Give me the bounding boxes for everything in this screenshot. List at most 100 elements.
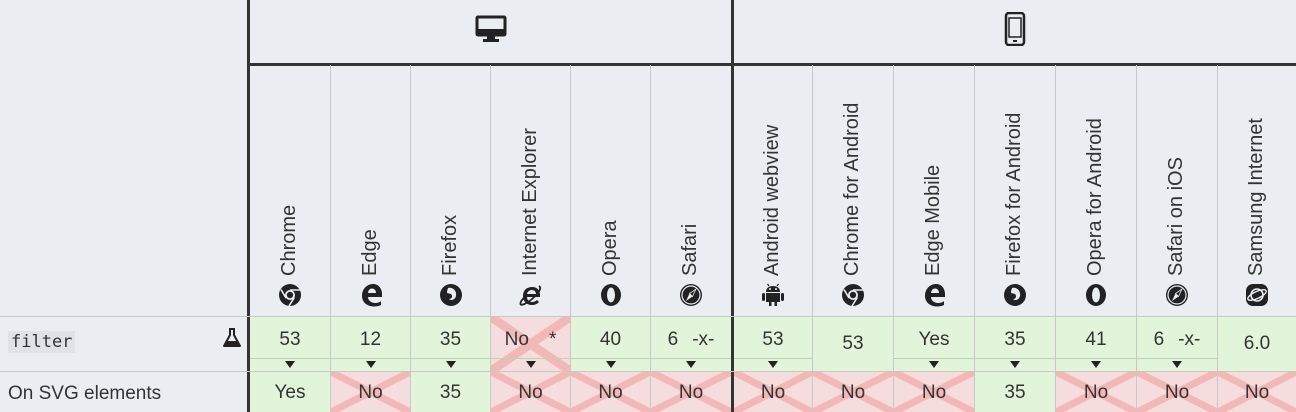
unsupported-cross-icon (651, 372, 731, 412)
support-cell: No (491, 372, 570, 412)
support-cell: No (1056, 372, 1136, 412)
browser-name-internet-explorer: Internet Explorer (518, 128, 541, 276)
unsupported-cross-icon (571, 372, 650, 412)
support-value: 12 (359, 329, 382, 350)
support-value: No (518, 382, 543, 403)
expand-notes-arrow-icon[interactable] (1091, 361, 1101, 368)
chrome-icon (279, 284, 301, 307)
unsupported-cross-icon (894, 372, 974, 412)
support-value: 40 (599, 329, 622, 350)
support-cell[interactable]: 35 (411, 317, 490, 371)
expand-notes-arrow-icon[interactable] (686, 361, 696, 368)
expand-notes-arrow-icon[interactable] (285, 361, 295, 368)
browser-name-edge-mobile: Edge Mobile (922, 164, 944, 276)
support-value: 53 (762, 329, 784, 350)
support-value: 6 (1153, 329, 1165, 350)
android-icon (762, 283, 784, 306)
support-cell[interactable]: 35 (975, 317, 1055, 371)
platform-header-desktop (251, 0, 731, 63)
browser-name-chrome: Chrome (278, 204, 300, 276)
support-value: Yes (274, 382, 306, 403)
support-cell[interactable]: 6 -x- (1137, 317, 1217, 371)
support-value: No (1164, 382, 1190, 403)
support-value: No (358, 382, 383, 403)
prefix-label: -x- (692, 329, 715, 350)
support-value: 53 (279, 329, 301, 350)
browser-name-safari-on-ios: Safari on iOS (1165, 157, 1187, 276)
support-cell[interactable]: 40 (571, 317, 650, 371)
unsupported-cross-icon (331, 372, 410, 412)
support-value: No (840, 382, 866, 403)
unsupported-cross-icon (491, 372, 570, 412)
feature-name[interactable]: filter (8, 331, 76, 353)
support-cell: No (894, 372, 974, 412)
support-cell: No (734, 372, 812, 412)
browser-name-firefox-for-android: Firefox for Android (1003, 112, 1025, 276)
desktop-icon (475, 15, 507, 42)
feature-row-filter-label[interactable]: filter (8, 331, 76, 353)
support-value: 6.0 (1243, 333, 1271, 354)
support-cell: 35 (975, 372, 1055, 412)
support-cell: No (1218, 372, 1296, 412)
support-value: No (1083, 382, 1109, 403)
support-cell: No (651, 372, 731, 412)
prefix-label: -x- (1178, 329, 1201, 350)
support-cell[interactable]: Yes (894, 317, 974, 371)
expand-notes-arrow-icon[interactable] (1010, 361, 1020, 368)
support-cell[interactable]: 41 (1056, 317, 1136, 371)
expand-notes-arrow-icon[interactable] (929, 361, 939, 368)
support-cell: No (813, 372, 893, 412)
safari-icon (1166, 284, 1188, 306)
edge-icon (361, 284, 382, 307)
expand-notes-arrow-icon[interactable] (605, 361, 616, 368)
note-asterisk: * (548, 329, 557, 350)
unsupported-cross-icon (491, 317, 570, 371)
support-value: 35 (439, 329, 462, 350)
unsupported-cross-icon (1056, 372, 1136, 412)
support-value: 35 (1004, 329, 1026, 350)
unsupported-cross-icon (734, 372, 812, 412)
support-cell: 35 (411, 372, 490, 412)
support-value: Yes (918, 329, 950, 350)
feature-row-svg-label[interactable]: On SVG elements (8, 383, 162, 404)
expand-notes-arrow-icon[interactable] (365, 361, 376, 368)
support-cell: Yes (250, 372, 330, 412)
platform-header-mobile (734, 0, 1296, 63)
unsupported-cross-icon (813, 372, 893, 412)
browser-name-chrome-for-android: Chrome for Android (841, 102, 863, 276)
browser-name-opera-for-android: Opera for Android (1084, 118, 1106, 276)
browser-name-safari: Safari (679, 223, 701, 276)
support-value: No (921, 382, 947, 403)
support-cell: No (571, 372, 650, 412)
support-value: No (678, 382, 704, 403)
support-cell[interactable]: 53 (734, 317, 812, 371)
support-cell[interactable]: 12 (331, 317, 410, 371)
firefox-icon (439, 284, 462, 306)
support-value: 35 (1004, 382, 1026, 403)
samsung-internet-icon (1246, 284, 1268, 306)
browser-name-edge: Edge (358, 229, 381, 276)
support-cell[interactable]: 53 (250, 317, 330, 371)
expand-notes-arrow-icon[interactable] (445, 361, 456, 368)
expand-notes-arrow-icon[interactable] (1172, 361, 1182, 368)
unsupported-cross-icon (1218, 372, 1296, 412)
support-value: 6 (667, 329, 679, 350)
support-value: No (504, 329, 529, 350)
support-cell[interactable]: 6 -x- (651, 317, 731, 371)
expand-notes-arrow-icon[interactable] (525, 361, 536, 368)
support-cell: 53 (813, 317, 893, 371)
mobile-phone-icon (1004, 12, 1026, 46)
unsupported-cross-icon (1137, 372, 1217, 412)
opera-icon (1086, 284, 1106, 306)
support-cell: No (1137, 372, 1217, 412)
support-value: 53 (842, 333, 864, 354)
support-value: No (598, 382, 623, 403)
edge-icon (925, 284, 945, 307)
support-value: No (1244, 382, 1270, 403)
support-cell[interactable]: No * (491, 317, 570, 371)
browser-name-firefox: Firefox (438, 214, 461, 276)
expand-notes-arrow-icon[interactable] (768, 361, 778, 368)
support-value: 35 (439, 382, 462, 403)
browser-name-android-webview: Android webview (761, 124, 783, 276)
browser-name-samsung-internet: Samsung Internet (1245, 118, 1267, 276)
